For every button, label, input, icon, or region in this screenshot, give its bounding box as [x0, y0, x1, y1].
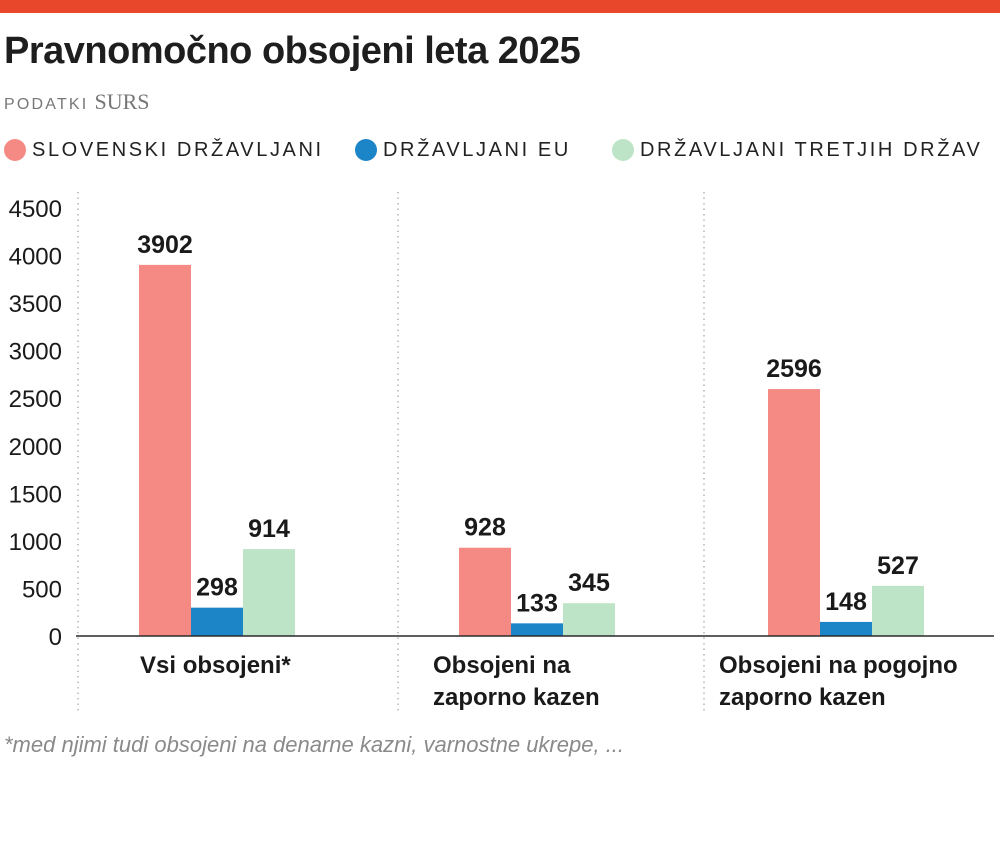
value-label-2-1: 148	[825, 588, 867, 616]
bar-1-1	[511, 623, 563, 636]
category-label-1-1: zaporno kazen	[433, 684, 600, 711]
bar-0-0	[139, 264, 191, 636]
y-tick-label-3000: 3000	[9, 339, 62, 366]
value-label-1-0: 928	[464, 514, 506, 542]
legend-dot-slovenian	[4, 139, 26, 161]
bar-2-1	[820, 621, 872, 636]
source-label: PODATKI	[4, 96, 89, 113]
bar-0-2	[243, 549, 295, 636]
category-label-2-0: Obsojeni na pogojno	[719, 652, 958, 679]
legend-dot-eu	[355, 139, 377, 161]
y-tick-label-1500: 1500	[9, 481, 62, 508]
value-label-2-0: 2596	[766, 355, 822, 383]
y-tick-label-4500: 4500	[9, 196, 62, 223]
value-label-0-1: 298	[196, 574, 238, 602]
value-label-1-2: 345	[568, 569, 610, 597]
legend-dot-third	[612, 139, 634, 161]
bar-2-0	[768, 389, 820, 636]
legend-item-third: DRŽAVLJANI TRETJIH DRŽAV	[612, 135, 982, 165]
bar-1-0	[459, 547, 511, 636]
legend-item-slovenian: SLOVENSKI DRŽAVLJANI	[4, 135, 324, 165]
legend-label-eu: DRŽAVLJANI EU	[383, 138, 571, 161]
legend-label-slovenian: SLOVENSKI DRŽAVLJANI	[32, 138, 324, 161]
category-label-2-1: zaporno kazen	[719, 684, 886, 711]
value-label-2-2: 527	[877, 552, 919, 580]
bar-0-1	[191, 607, 243, 636]
bar-2-2	[872, 585, 924, 636]
bar-1-2	[563, 603, 615, 636]
legend: SLOVENSKI DRŽAVLJANI DRŽAVLJANI EU DRŽAV…	[0, 135, 1000, 165]
value-label-0-2: 914	[248, 515, 290, 543]
category-label-0-0: Vsi obsojeni*	[140, 652, 291, 679]
y-tick-label-2000: 2000	[9, 434, 62, 461]
chart-title: Pravnomočno obsojeni leta 2025	[4, 30, 581, 72]
legend-label-third: DRŽAVLJANI TRETJIH DRŽAV	[640, 138, 983, 161]
value-label-0-0: 3902	[137, 231, 193, 259]
source-line: PODATKI SURS	[4, 89, 150, 115]
top-accent-bar	[0, 0, 1000, 13]
legend-item-eu: DRŽAVLJANI EU	[355, 135, 571, 165]
source-name: SURS	[94, 89, 150, 114]
y-tick-label-0: 0	[49, 624, 62, 651]
y-tick-label-3500: 3500	[9, 291, 62, 318]
y-tick-label-1000: 1000	[9, 529, 62, 556]
value-label-1-1: 133	[516, 589, 558, 617]
footnote: *med njimi tudi obsojeni na denarne kazn…	[4, 732, 625, 757]
y-tick-label-500: 500	[22, 576, 62, 603]
y-tick-label-4000: 4000	[9, 244, 62, 271]
category-label-1-0: Obsojeni na	[433, 652, 571, 679]
y-tick-label-2500: 2500	[9, 386, 62, 413]
